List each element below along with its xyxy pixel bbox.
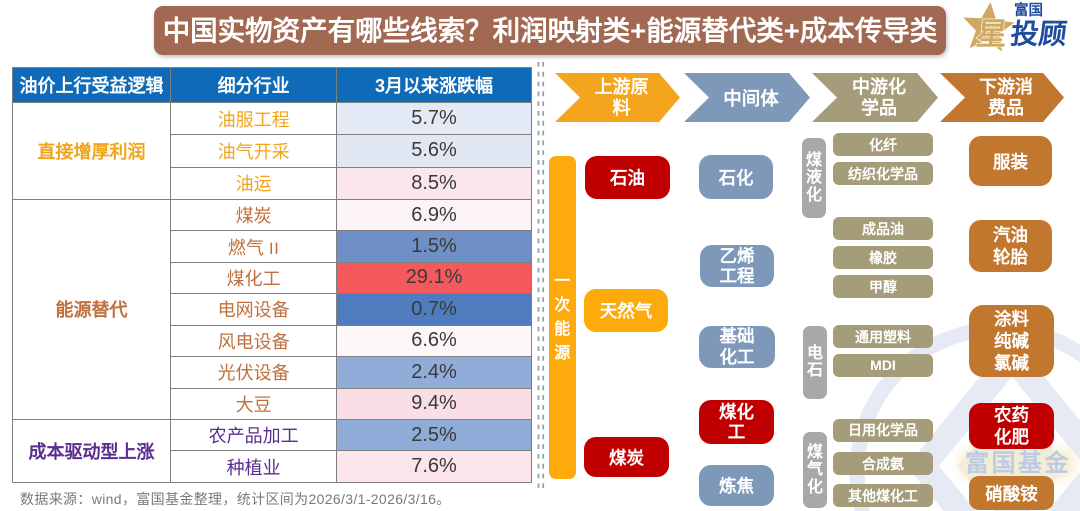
svg-text:富国: 富国 — [1014, 1, 1043, 19]
svg-text:星: 星 — [974, 17, 1009, 52]
svg-text:投顾: 投顾 — [1009, 19, 1069, 50]
